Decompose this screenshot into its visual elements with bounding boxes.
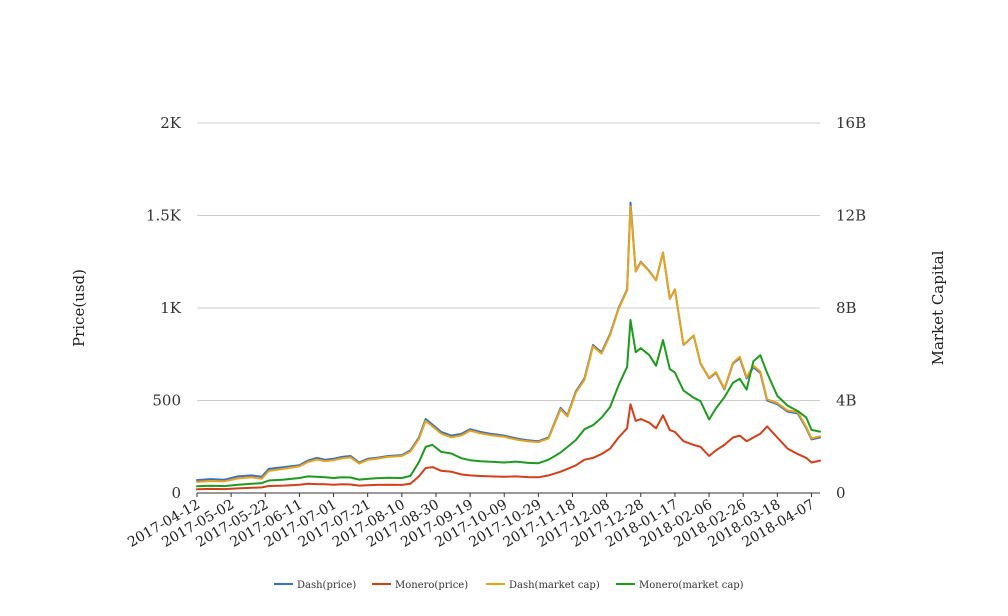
y-left-tick-label: 0: [171, 484, 181, 502]
y-axis-right: 0 4B 8B 12B 16B: [836, 114, 866, 502]
legend-item: Monero(market cap): [616, 580, 744, 591]
legend-item: Monero(price): [372, 580, 468, 591]
y-left-tick-label: 1K: [160, 299, 182, 317]
y-left-tick-label: 1.5K: [146, 207, 182, 225]
gridlines: [197, 122, 820, 494]
x-axis: 2017-04-122017-05-022017-05-222017-06-11…: [125, 493, 817, 551]
legend-label: Dash(price): [297, 580, 356, 591]
legend-label: Monero(market cap): [639, 580, 744, 591]
series-line-monero-price: [196, 403, 821, 491]
y-axis-left-title: Price(usd): [70, 269, 88, 347]
legend: Dash(price) Monero(price) Dash(market cap)…: [274, 580, 744, 591]
y-right-tick-label: 0: [836, 484, 846, 502]
series-lines: [196, 201, 821, 491]
y-right-tick-label: 12B: [836, 207, 866, 225]
y-left-tick-label: 500: [152, 392, 181, 410]
y-right-tick-label: 16B: [836, 114, 866, 132]
series-line-monero-market-cap: [196, 319, 821, 488]
legend-label: Monero(price): [395, 580, 468, 591]
legend-item: Dash(market cap): [486, 580, 600, 591]
legend-label: Dash(market cap): [509, 580, 600, 591]
y-right-tick-label: 8B: [836, 299, 857, 317]
legend-item: Dash(price): [274, 580, 356, 591]
y-axis-right-title: Market Capital: [929, 250, 947, 365]
y-right-tick-label: 4B: [836, 392, 857, 410]
y-axis-left: 0 500 1K 1.5K 2K: [146, 114, 182, 502]
series-line-dash-market-cap: [196, 205, 821, 483]
y-left-tick-label: 2K: [160, 114, 182, 132]
